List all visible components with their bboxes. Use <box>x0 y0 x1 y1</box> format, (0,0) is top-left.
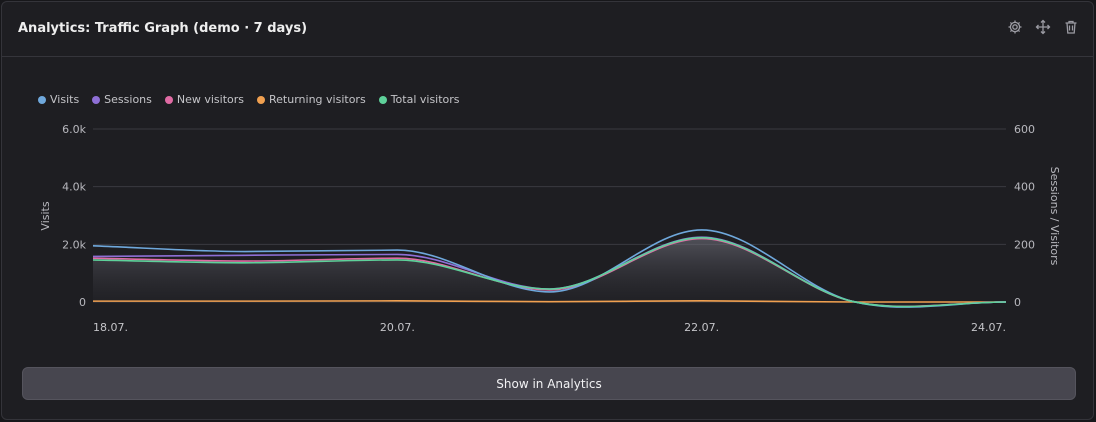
series-area-fill <box>93 237 1006 307</box>
legend-swatch <box>38 95 46 104</box>
x-tick-label: 20.07. <box>380 321 415 334</box>
traffic-chart: 0 0 2.0k 200 4.0k 400 6.0k 600 18.07. 20.07. 22.07… <box>39 123 1061 334</box>
x-tick-label: 24.07. <box>971 321 1006 334</box>
y-left-tick-label: 2.0k <box>62 238 86 251</box>
trash-icon[interactable] <box>1063 19 1079 35</box>
y-right-axis-title: Sessions / Visitors <box>1048 167 1061 266</box>
legend-label: Sessions <box>104 93 152 106</box>
widget-title: Analytics: Traffic Graph (demo · 7 days) <box>18 21 308 36</box>
show-in-analytics-button[interactable]: Show in Analytics <box>22 367 1076 400</box>
legend-swatch <box>378 95 387 104</box>
gear-icon[interactable] <box>1007 19 1023 35</box>
y-right-tick-label: 200 <box>1014 238 1035 251</box>
y-right-tick-label: 400 <box>1014 181 1035 194</box>
legend-item-sessions[interactable]: Sessions <box>92 93 152 106</box>
widget-header: Analytics: Traffic Graph (demo · 7 days) <box>2 2 1093 57</box>
y-right-tick-label: 0 <box>1014 296 1021 309</box>
x-tick-label: 18.07. <box>93 321 128 334</box>
legend-swatch <box>257 95 266 104</box>
y-left-axis-title: Visits <box>39 201 52 230</box>
legend-swatch <box>164 95 173 104</box>
series-line-returning-visitors <box>92 300 1006 303</box>
legend-item-total-visitors[interactable]: Total visitors <box>378 93 460 106</box>
legend-item-new-visitors[interactable]: New visitors <box>164 93 245 106</box>
legend-item-returning-visitors[interactable]: Returning visitors <box>257 93 366 106</box>
chart-legend: Visits Sessions New visitors Returning visi… <box>38 93 460 106</box>
legend-swatch <box>92 95 101 104</box>
y-left-tick-label: 6.0k <box>62 123 86 136</box>
legend-label: Visits <box>50 93 80 106</box>
widget-actions <box>1007 19 1079 35</box>
legend-label: New visitors <box>176 93 245 106</box>
y-left-tick-label: 0 <box>79 296 86 309</box>
x-tick-label: 22.07. <box>684 321 719 334</box>
series-line-total-visitors <box>92 236 1007 308</box>
y-left-tick-label: 4.0k <box>62 181 86 194</box>
legend-label: Total visitors <box>390 93 460 106</box>
legend-item-visits[interactable]: Visits <box>38 93 79 106</box>
y-right-tick-label: 600 <box>1014 123 1035 136</box>
move-icon[interactable] <box>1035 19 1051 35</box>
legend-label: Returning visitors <box>269 93 366 106</box>
